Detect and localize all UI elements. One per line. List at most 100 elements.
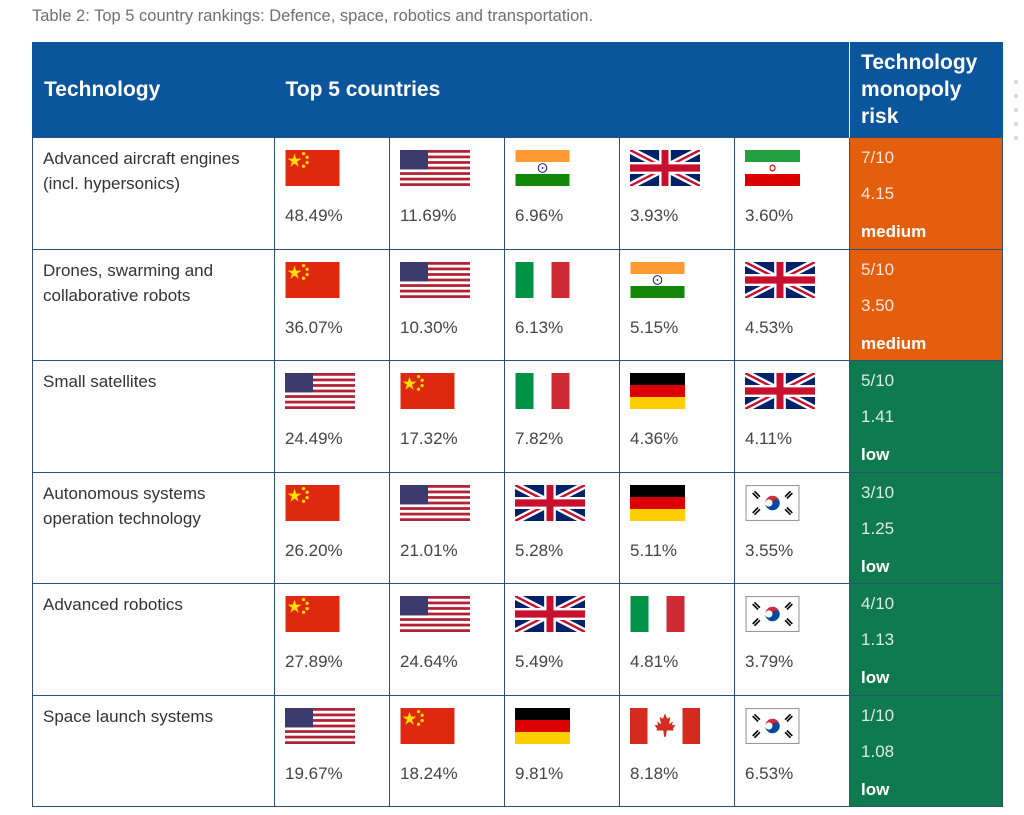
country-cell: 6.53% xyxy=(733,694,851,807)
country-cell: 4.53% xyxy=(733,248,851,361)
country-cell: 5.28% xyxy=(504,471,620,584)
india-flag-icon xyxy=(515,150,570,186)
risk-value: 1.13 xyxy=(861,630,895,649)
rankings-table: Technology Top 5 countries Technology mo… xyxy=(32,42,1004,807)
risk-score: 4/10 xyxy=(861,594,895,613)
country-cell: 19.67% xyxy=(274,694,390,807)
country-share: 7.82% xyxy=(515,429,564,448)
risk-level: medium xyxy=(861,222,927,241)
table-row: Advanced robotics 27.89% 24.64% 5.49% 4.… xyxy=(32,583,1004,696)
country-cell: 4.81% xyxy=(619,583,735,696)
risk-cell: 5/10 1.41 low xyxy=(849,360,1004,473)
country-cell: 5.49% xyxy=(504,583,620,696)
usa-flag-icon xyxy=(400,484,470,521)
country-share: 21.01% xyxy=(400,540,458,560)
country-share: 10.30% xyxy=(400,317,458,337)
country-cell: 3.79% xyxy=(733,583,851,696)
technology-cell: Advanced robotics xyxy=(32,583,275,696)
country-share: 5.11% xyxy=(630,540,677,560)
italy-flag-icon xyxy=(630,596,685,632)
country-share: 19.67% xyxy=(285,763,343,783)
italy-flag-icon xyxy=(515,373,570,409)
canada-flag-icon xyxy=(630,707,700,744)
china-flag-icon xyxy=(400,373,455,409)
usa-flag-icon xyxy=(400,150,470,186)
risk-level: low xyxy=(861,445,890,464)
country-cell: 24.64% xyxy=(389,583,505,696)
table-caption: Table 2: Top 5 country rankings: Defence… xyxy=(32,7,594,25)
country-share: 17.32% xyxy=(400,429,458,448)
usa-flag-icon xyxy=(285,373,355,409)
south-korea-flag-icon xyxy=(745,707,800,744)
page-edge-marks xyxy=(1014,80,1020,150)
risk-value: 3.50 xyxy=(861,295,895,315)
country-cell: 27.89% xyxy=(274,583,390,696)
country-share: 18.24% xyxy=(400,763,458,783)
header-technology: Technology xyxy=(32,42,275,138)
country-share: 24.64% xyxy=(400,652,458,671)
country-cell: 3.55% xyxy=(733,471,851,584)
country-cell: 36.07% xyxy=(274,248,390,361)
country-cell: 7.82% xyxy=(504,360,620,473)
country-share: 6.13% xyxy=(515,317,564,337)
country-share: 8.18% xyxy=(630,763,679,783)
country-cell: 4.11% xyxy=(733,360,851,473)
risk-score: 1/10 xyxy=(861,705,895,725)
country-share: 3.79% xyxy=(745,652,794,671)
country-cell: 6.96% xyxy=(504,137,620,250)
country-cell: 17.32% xyxy=(389,360,505,473)
header-top5: Top 5 countries xyxy=(274,42,850,138)
risk-level: low xyxy=(861,668,890,687)
china-flag-icon xyxy=(285,596,340,632)
risk-value: 1.25 xyxy=(861,518,895,538)
technology-cell: Drones, swarming and collaborative robot… xyxy=(32,248,275,361)
country-cell: 26.20% xyxy=(274,471,390,584)
china-flag-icon xyxy=(285,484,340,521)
china-flag-icon xyxy=(285,261,340,298)
china-flag-icon xyxy=(400,707,455,744)
technology-cell: Small satellites xyxy=(32,360,275,473)
country-cell: 24.49% xyxy=(274,360,390,473)
uk-flag-icon xyxy=(630,150,700,186)
country-share: 26.20% xyxy=(285,540,343,560)
risk-score: 7/10 xyxy=(861,148,895,167)
germany-flag-icon xyxy=(630,484,685,521)
country-cell: 8.18% xyxy=(619,694,735,807)
country-share: 24.49% xyxy=(285,429,343,448)
usa-flag-icon xyxy=(400,596,470,632)
country-share: 5.49% xyxy=(515,652,564,671)
header-risk: Technology monopoly risk xyxy=(849,42,1003,138)
country-cell: 21.01% xyxy=(389,471,505,584)
country-cell: 48.49% xyxy=(274,137,390,250)
risk-value: 1.08 xyxy=(861,741,895,761)
uk-flag-icon xyxy=(515,484,585,521)
country-share: 48.49% xyxy=(285,206,343,225)
risk-cell: 4/10 1.13 low xyxy=(849,583,1004,696)
country-cell: 5.11% xyxy=(619,471,735,584)
technology-cell: Autonomous systems operation technology xyxy=(32,471,275,584)
risk-level: low xyxy=(861,556,890,576)
country-share: 4.36% xyxy=(630,429,679,448)
risk-score: 3/10 xyxy=(861,482,895,502)
country-share: 11.69% xyxy=(400,206,457,225)
risk-level: low xyxy=(861,779,890,799)
country-share: 4.53% xyxy=(745,317,794,337)
south-korea-flag-icon xyxy=(745,596,800,632)
china-flag-icon xyxy=(285,150,340,186)
risk-cell: 5/10 3.50 medium xyxy=(849,248,1004,361)
risk-value: 1.41 xyxy=(861,407,895,426)
india-flag-icon xyxy=(630,261,685,298)
risk-cell: 3/10 1.25 low xyxy=(849,471,1004,584)
table-row: Advanced aircraft engines (incl. hyperso… xyxy=(32,137,1004,250)
country-share: 3.60% xyxy=(745,206,794,225)
south-korea-flag-icon xyxy=(745,484,800,521)
country-share: 4.81% xyxy=(630,652,679,671)
header-row: Technology Top 5 countries Technology mo… xyxy=(32,42,1003,138)
usa-flag-icon xyxy=(285,707,355,744)
country-cell: 3.93% xyxy=(619,137,735,250)
risk-level: medium xyxy=(861,333,927,353)
risk-score: 5/10 xyxy=(861,371,895,390)
country-cell: 11.69% xyxy=(389,137,505,250)
technology-cell: Advanced aircraft engines (incl. hyperso… xyxy=(32,137,275,250)
risk-cell: 1/10 1.08 low xyxy=(849,694,1004,807)
